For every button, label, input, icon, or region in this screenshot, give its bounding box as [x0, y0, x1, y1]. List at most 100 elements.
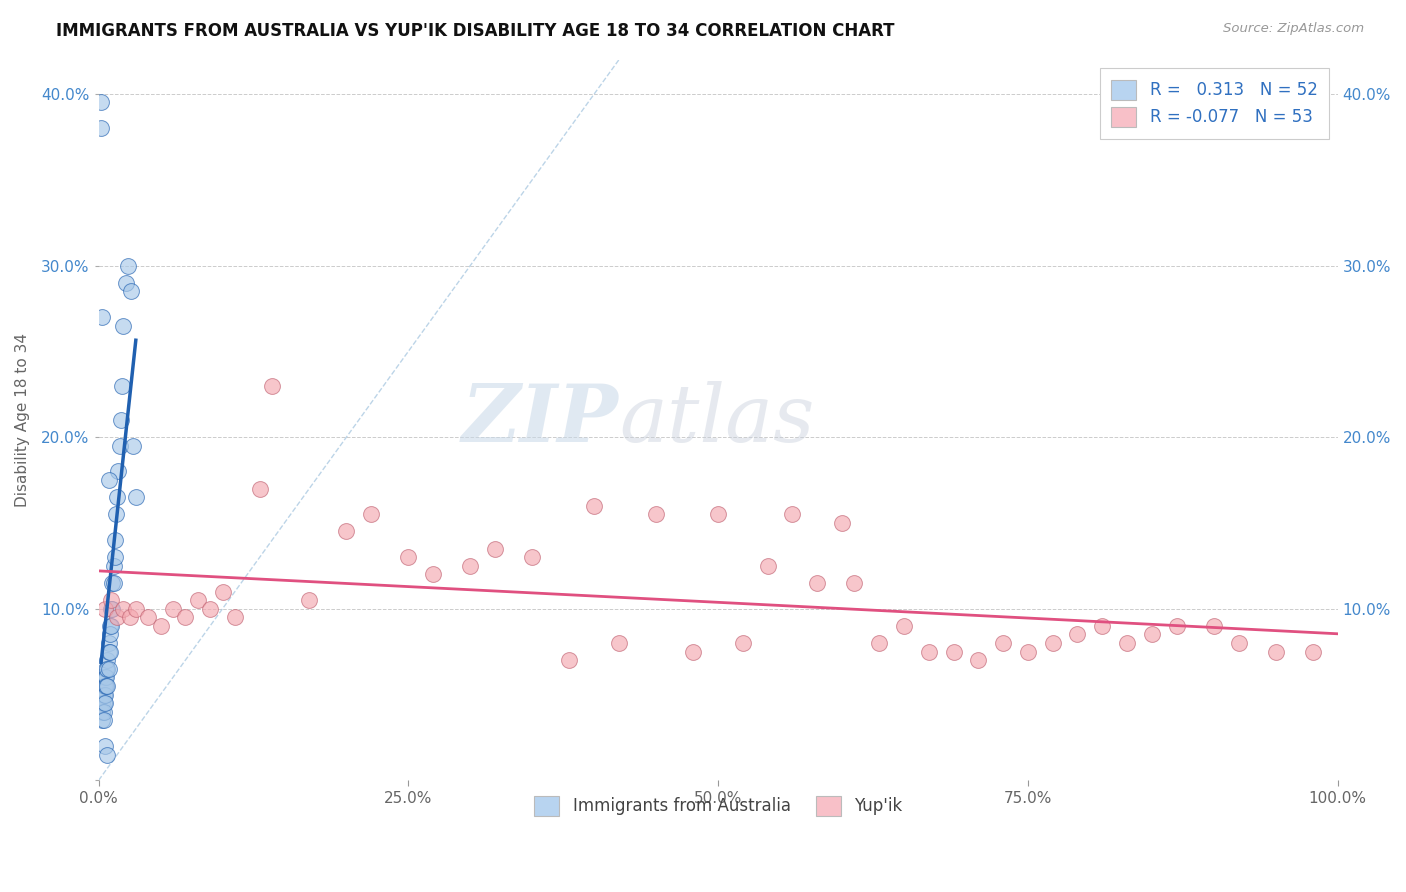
Point: [396, 550, 419, 565]
Point: [522, 550, 544, 565]
Point: [682, 644, 704, 658]
Point: [1116, 636, 1139, 650]
Point: [162, 601, 184, 615]
Point: [112, 601, 135, 615]
Point: [97, 644, 120, 658]
Point: [91, 705, 114, 719]
Point: [100, 601, 122, 615]
Point: [1166, 619, 1188, 633]
Point: [104, 550, 127, 565]
Point: [91, 713, 114, 727]
Point: [460, 558, 482, 573]
Text: atlas: atlas: [619, 381, 814, 458]
Point: [115, 276, 138, 290]
Point: [1091, 619, 1114, 633]
Point: [105, 610, 128, 624]
Point: [1264, 644, 1286, 658]
Point: [98, 644, 121, 658]
Point: [90, 670, 112, 684]
Point: [94, 662, 117, 676]
Point: [335, 524, 357, 539]
Point: [1066, 627, 1088, 641]
Point: [360, 508, 382, 522]
Point: [91, 696, 114, 710]
Point: [249, 482, 271, 496]
Point: [96, 662, 118, 676]
Point: [94, 670, 117, 684]
Point: [831, 516, 853, 530]
Point: [782, 508, 804, 522]
Point: [1140, 627, 1163, 641]
Point: [893, 619, 915, 633]
Point: [91, 310, 114, 324]
Point: [868, 636, 890, 650]
Point: [707, 508, 730, 522]
Point: [1017, 644, 1039, 658]
Point: [96, 653, 118, 667]
Point: [967, 653, 990, 667]
Point: [262, 378, 284, 392]
Legend: Immigrants from Australia, Yup'ik: Immigrants from Australia, Yup'ik: [524, 786, 912, 826]
Point: [97, 473, 120, 487]
Point: [93, 713, 115, 727]
Point: [422, 567, 444, 582]
Point: [224, 610, 246, 624]
Point: [93, 679, 115, 693]
Point: [187, 593, 209, 607]
Point: [108, 439, 131, 453]
Point: [100, 619, 122, 633]
Point: [93, 688, 115, 702]
Point: [1042, 636, 1064, 650]
Point: [98, 619, 121, 633]
Point: [149, 619, 172, 633]
Point: [120, 285, 142, 299]
Point: [94, 679, 117, 693]
Point: [583, 499, 606, 513]
Point: [90, 121, 112, 136]
Point: [806, 576, 828, 591]
Text: ZIP: ZIP: [463, 381, 619, 458]
Point: [558, 653, 581, 667]
Point: [1202, 619, 1225, 633]
Point: [991, 636, 1014, 650]
Point: [94, 601, 117, 615]
Point: [94, 696, 117, 710]
Point: [118, 610, 141, 624]
Point: [844, 576, 866, 591]
Point: [91, 688, 114, 702]
Point: [101, 576, 124, 591]
Text: Source: ZipAtlas.com: Source: ZipAtlas.com: [1223, 22, 1364, 36]
Point: [97, 662, 120, 676]
Point: [100, 593, 122, 607]
Point: [942, 644, 965, 658]
Point: [125, 601, 148, 615]
Point: [918, 644, 941, 658]
Point: [1227, 636, 1250, 650]
Point: [103, 576, 125, 591]
Point: [97, 636, 120, 650]
Point: [94, 688, 117, 702]
Point: [125, 490, 148, 504]
Point: [96, 747, 118, 762]
Point: [645, 508, 668, 522]
Point: [731, 636, 754, 650]
Y-axis label: Disability Age 18 to 34: Disability Age 18 to 34: [15, 333, 30, 507]
Point: [94, 670, 117, 684]
Point: [94, 739, 117, 753]
Point: [298, 593, 321, 607]
Point: [93, 696, 115, 710]
Point: [94, 679, 117, 693]
Point: [104, 508, 127, 522]
Point: [112, 318, 135, 333]
Point: [96, 679, 118, 693]
Point: [111, 378, 134, 392]
Point: [104, 533, 127, 547]
Point: [607, 636, 630, 650]
Point: [756, 558, 779, 573]
Point: [211, 584, 233, 599]
Point: [122, 439, 145, 453]
Point: [174, 610, 197, 624]
Point: [136, 610, 159, 624]
Point: [98, 627, 121, 641]
Point: [198, 601, 221, 615]
